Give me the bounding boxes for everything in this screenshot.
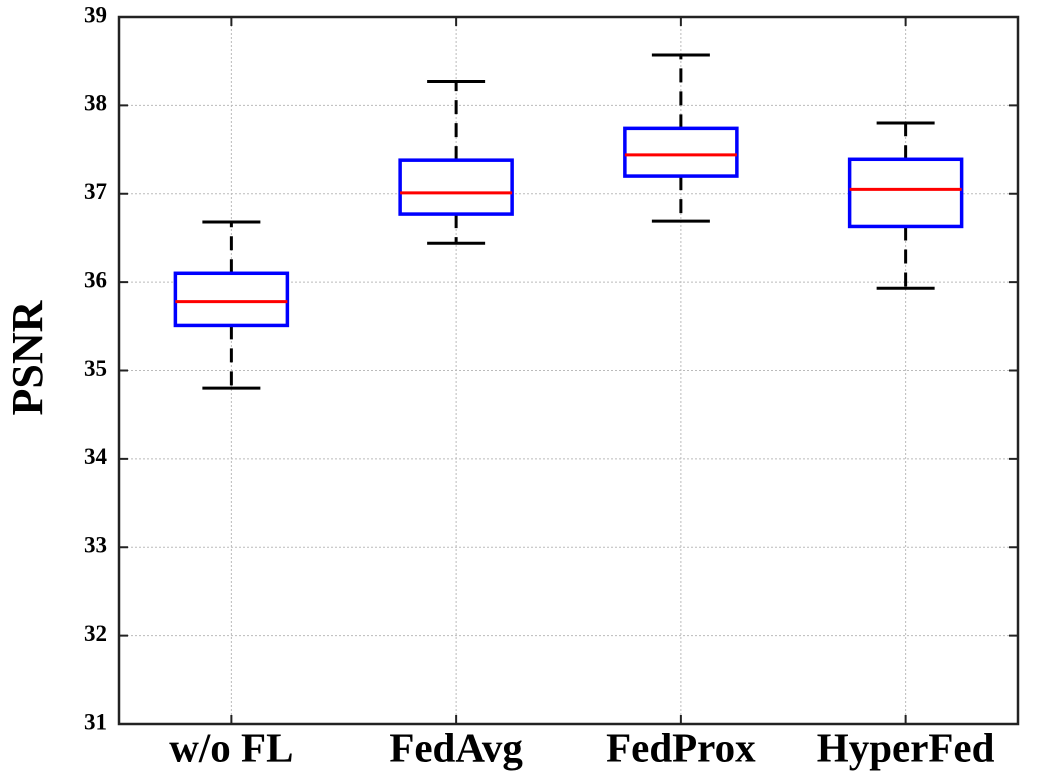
y-tick-label: 39 [84,2,107,27]
y-tick-label: 32 [84,621,107,646]
x-tick-label: w/o FL [169,724,293,770]
x-tick-label: HyperFed [817,724,995,770]
box [398,158,514,216]
y-tick-label: 38 [84,91,107,116]
y-tick-label: 35 [84,356,107,381]
box [173,271,290,328]
y-tick-label: 36 [84,267,107,292]
x-tick-label: FedProx [606,724,756,770]
y-tick-label: 34 [84,444,108,469]
box [623,126,739,178]
plot-frame [117,15,1020,726]
x-tick-label: FedAvg [389,724,523,770]
box [847,157,964,229]
y-axis-label: PSNR [3,299,52,415]
y-tick-label: 37 [84,179,107,204]
y-tick-label: 33 [84,533,107,558]
y-tick-label: 31 [84,709,107,734]
